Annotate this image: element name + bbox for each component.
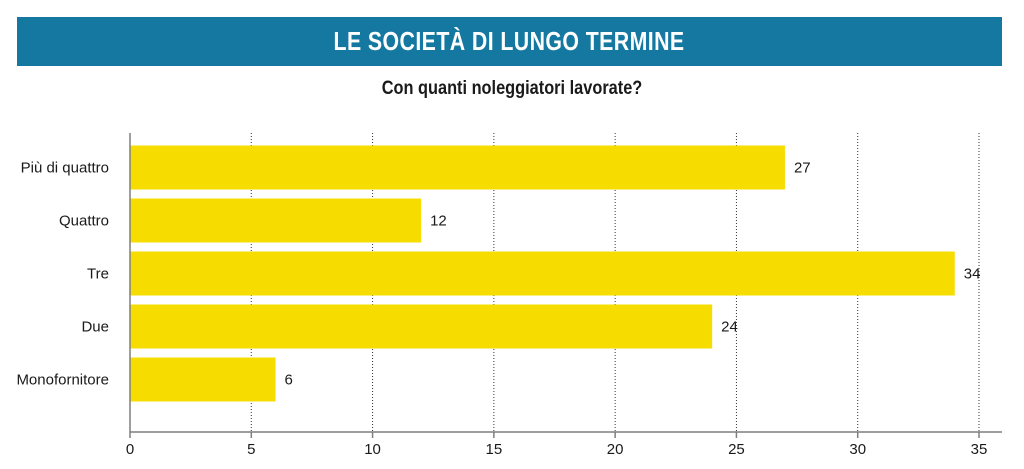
- x-tick-label: 35: [971, 441, 988, 458]
- value-label: 24: [721, 319, 738, 336]
- x-tick-label: 15: [486, 441, 503, 458]
- value-label: 27: [794, 160, 811, 177]
- bar: [130, 198, 422, 243]
- x-tick-label: 5: [247, 441, 255, 458]
- bar: [130, 251, 955, 296]
- category-label: Quattro: [59, 213, 109, 230]
- value-label: 12: [430, 213, 447, 230]
- bar: [130, 304, 713, 349]
- bar: [130, 145, 785, 190]
- chart-title: LE SOCIETÀ DI LUNGO TERMINE: [333, 26, 686, 56]
- value-label: 34: [964, 266, 981, 283]
- x-tick-label: 20: [607, 441, 624, 458]
- chart-subtitle: Con quanti noleggiatori lavorate?: [381, 78, 643, 99]
- x-tick-label: 25: [728, 441, 745, 458]
- category-label: Due: [81, 319, 109, 336]
- category-label: Monofornitore: [16, 372, 109, 389]
- x-tick-label: 10: [364, 441, 381, 458]
- title-banner: LE SOCIETÀ DI LUNGO TERMINE: [17, 17, 1002, 66]
- x-tick-label: 30: [849, 441, 866, 458]
- category-label: Più di quattro: [21, 160, 109, 177]
- value-label: 6: [285, 372, 293, 389]
- category-label: Tre: [87, 266, 109, 283]
- x-tick-label: 0: [126, 441, 134, 458]
- bar: [130, 357, 276, 402]
